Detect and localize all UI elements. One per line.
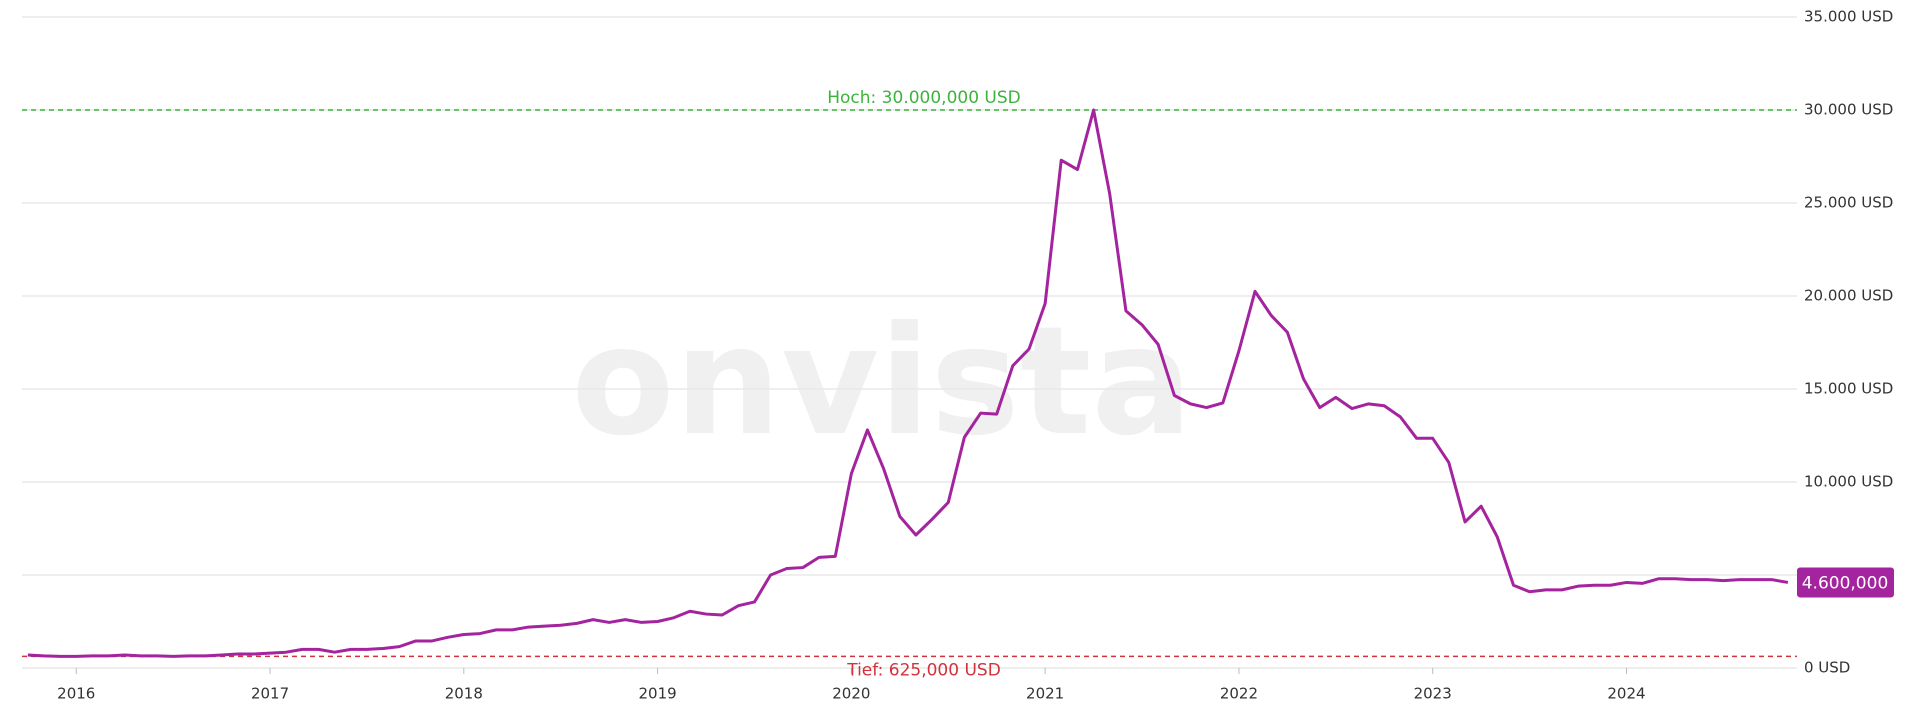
x-tick-label: 2021 (1026, 685, 1064, 703)
last-value-badge (1797, 567, 1894, 598)
x-tick-label: 2019 (638, 685, 676, 703)
y-tick-label: 35.000 USD (1804, 8, 1893, 26)
y-tick-label: 0 USD (1804, 659, 1850, 677)
x-tick-label: 2022 (1220, 685, 1258, 703)
y-tick-label: 25.000 USD (1804, 194, 1893, 212)
last-value-label: 4.600,000 (1802, 573, 1889, 593)
x-tick-label: 2016 (57, 685, 95, 703)
x-tick-label: 2020 (832, 685, 870, 703)
y-tick-label: 20.000 USD (1804, 287, 1893, 305)
watermark: onvista (571, 295, 1192, 469)
line (27, 108, 1789, 658)
low-label: Tief: 625,000 USD (846, 660, 1001, 680)
y-tick-label: 15.000 USD (1804, 380, 1893, 398)
x-tick-label: 2017 (251, 685, 289, 703)
y-tick-label: 30.000 USD (1804, 101, 1893, 119)
x-tick-label: 2018 (445, 685, 483, 703)
y-tick-label: 10.000 USD (1804, 473, 1893, 491)
high-label: Hoch: 30.000,000 USD (827, 88, 1021, 108)
x-tick-label: 2023 (1414, 685, 1452, 703)
x-tick-label: 2024 (1607, 685, 1645, 703)
